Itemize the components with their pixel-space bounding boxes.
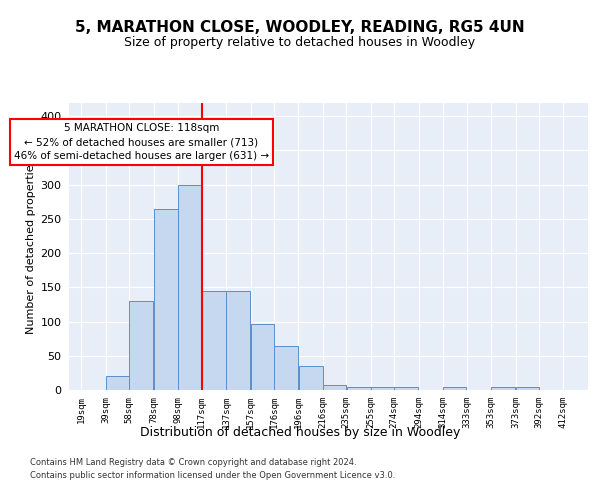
Text: 5, MARATHON CLOSE, WOODLEY, READING, RG5 4UN: 5, MARATHON CLOSE, WOODLEY, READING, RG5… bbox=[75, 20, 525, 35]
Bar bbox=[154, 208, 178, 390]
Text: Contains public sector information licensed under the Open Government Licence v3: Contains public sector information licen… bbox=[30, 472, 395, 480]
Bar bbox=[323, 384, 346, 390]
Bar bbox=[371, 386, 394, 390]
Text: Distribution of detached houses by size in Woodley: Distribution of detached houses by size … bbox=[140, 426, 460, 439]
Text: Contains HM Land Registry data © Crown copyright and database right 2024.: Contains HM Land Registry data © Crown c… bbox=[30, 458, 356, 467]
Bar bbox=[443, 386, 466, 390]
Y-axis label: Number of detached properties: Number of detached properties bbox=[26, 158, 36, 334]
Bar bbox=[106, 376, 129, 390]
Bar bbox=[226, 290, 250, 390]
Bar bbox=[516, 386, 539, 390]
Bar bbox=[394, 386, 418, 390]
Bar bbox=[274, 346, 298, 390]
Text: Size of property relative to detached houses in Woodley: Size of property relative to detached ho… bbox=[124, 36, 476, 49]
Bar bbox=[299, 366, 323, 390]
Text: 5 MARATHON CLOSE: 118sqm
← 52% of detached houses are smaller (713)
46% of semi-: 5 MARATHON CLOSE: 118sqm ← 52% of detach… bbox=[14, 123, 269, 161]
Bar bbox=[491, 386, 515, 390]
Bar bbox=[130, 301, 154, 390]
Bar bbox=[251, 324, 274, 390]
Bar bbox=[178, 184, 201, 390]
Bar bbox=[202, 290, 226, 390]
Bar bbox=[347, 386, 371, 390]
